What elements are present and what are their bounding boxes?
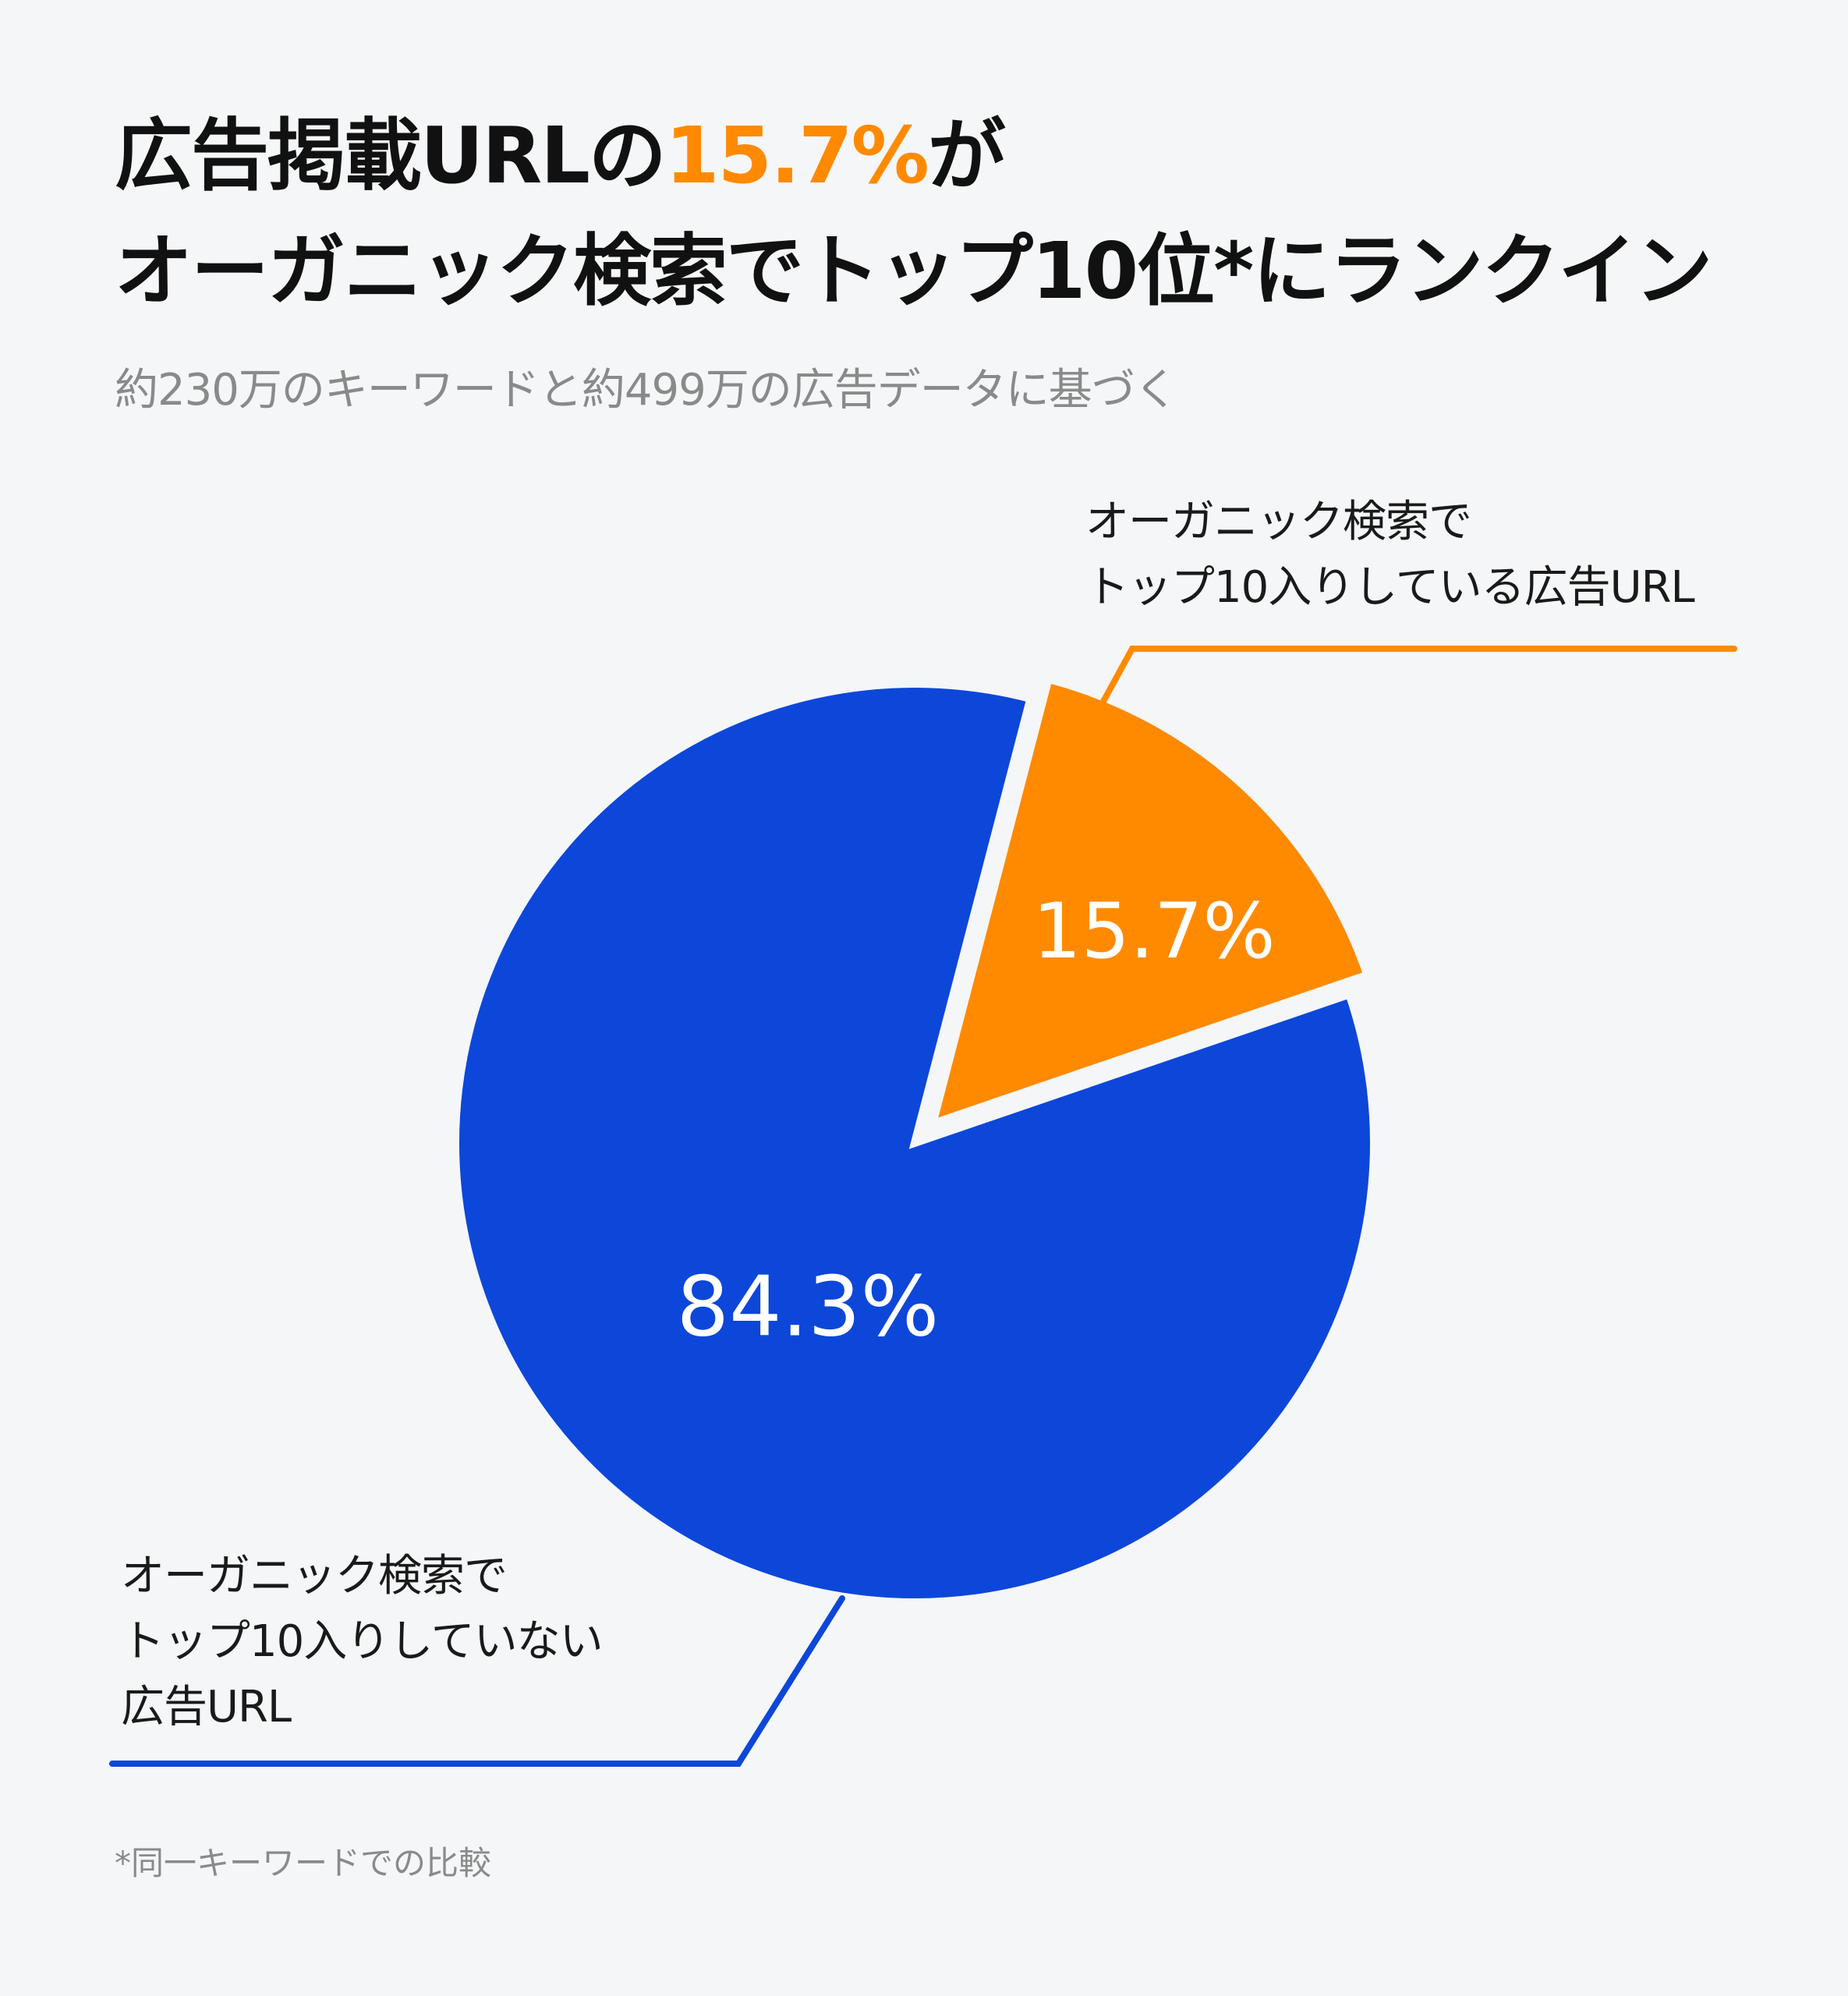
- title-text: 広告掲載URLの: [115, 110, 667, 201]
- title-line-1: 広告掲載URLの15.7%が: [115, 117, 1006, 195]
- pie-slice: [926, 674, 1372, 1130]
- label-line: トップ10入りしている広告URL: [1085, 562, 1695, 613]
- label-line: オーガニック検索で: [1085, 497, 1472, 547]
- label-line: オーガニック検索で: [121, 1551, 508, 1601]
- title-text-end: が: [927, 110, 1006, 201]
- subtitle: 約230万のキーワードと約499万の広告データに基づく: [115, 365, 1178, 416]
- label-line: 広告URL: [121, 1682, 292, 1732]
- slice-value-label: 15.7%: [1032, 887, 1275, 976]
- label-line: トップ10入りしていない: [121, 1616, 604, 1667]
- slice-label-orange: オーガニック検索で トップ10入りしている広告URL: [1085, 490, 1695, 621]
- title-highlight: 15.7%: [664, 110, 929, 201]
- leader-line: [109, 1595, 845, 1767]
- pie-slice: [451, 680, 1378, 1606]
- title-line-2: オーガニック検索でトップ10位*にランクイン: [115, 225, 1712, 317]
- leader-line: [1089, 646, 1737, 726]
- slice-value-label: 84.3%: [677, 1259, 940, 1355]
- footnote: *同一キーワードでの比較: [115, 1844, 492, 1882]
- slice-label-blue: オーガニック検索で トップ10入りしていない 広告URL: [121, 1544, 604, 1740]
